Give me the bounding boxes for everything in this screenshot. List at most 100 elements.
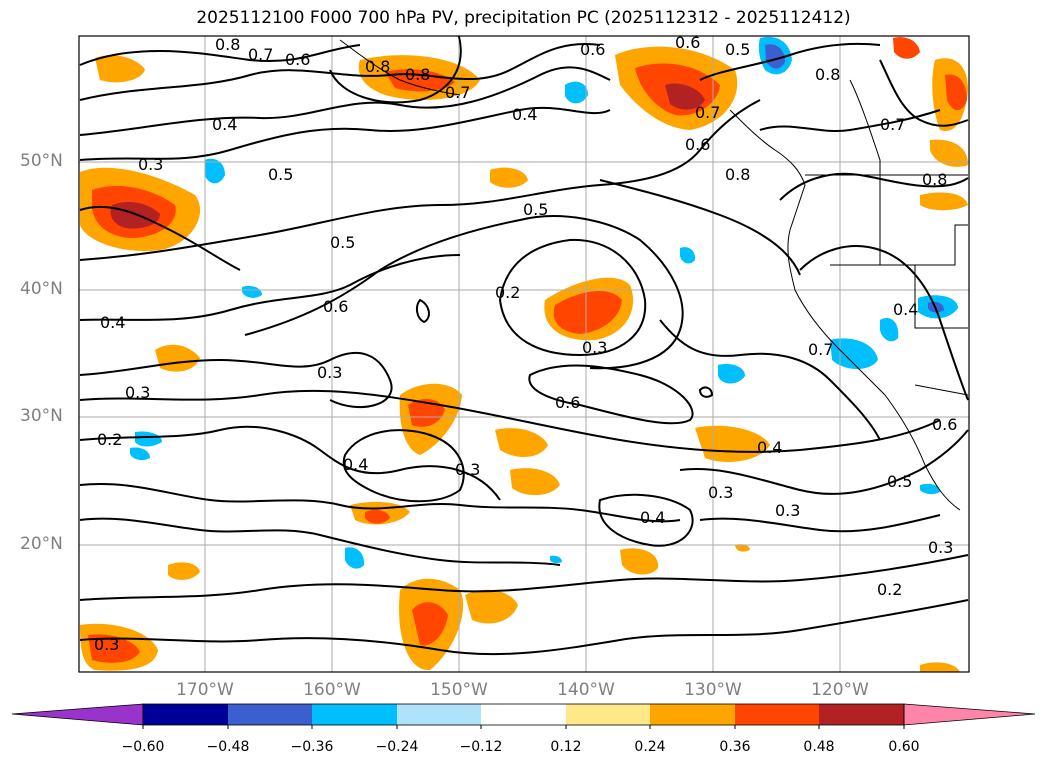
precip-neg-gulf xyxy=(565,81,588,104)
contour-label: 0.5 xyxy=(725,40,750,59)
lat-label-30n: 30°N xyxy=(20,406,63,426)
coast-north-america-west xyxy=(787,229,961,511)
contour-label: 0.8 xyxy=(215,35,240,54)
precip-blob-28n xyxy=(495,428,548,457)
precip-neg-29n-west xyxy=(135,431,162,447)
coast-aleutians xyxy=(339,39,461,96)
precip-blob-30n-core xyxy=(408,398,445,427)
precip-blob-17n-e xyxy=(735,544,750,552)
colorbar-bin xyxy=(650,704,735,725)
contour-label: 0.3 xyxy=(317,363,342,382)
contour-label: 0.5 xyxy=(887,472,912,491)
precip-neg-48n xyxy=(205,158,225,184)
contour-line xyxy=(79,66,611,136)
precip-neg-28n-west xyxy=(130,447,150,461)
colorbar-tick-label: −0.12 xyxy=(459,739,503,755)
precip-blob-topleft xyxy=(95,55,145,83)
precip-neg-ne-core xyxy=(765,44,785,69)
contour-line xyxy=(599,179,801,276)
contour-label: 0.2 xyxy=(495,283,520,302)
contour-label: 0.3 xyxy=(94,635,119,654)
contour-label: 0.4 xyxy=(893,300,918,319)
precip-blob-south-center-core xyxy=(412,602,448,646)
lon-label-170w: 170°W xyxy=(176,680,234,700)
colorbar-tick-label: −0.24 xyxy=(375,739,419,755)
lon-label-160w: 160°W xyxy=(303,680,361,700)
border-states-2 xyxy=(880,224,968,266)
lon-label-120w: 120°W xyxy=(811,680,869,700)
colorbar xyxy=(11,703,1036,729)
precip-neg-se-coast xyxy=(920,483,940,495)
contour-line xyxy=(799,245,969,401)
contour-line xyxy=(759,109,941,132)
contour-label: 0.7 xyxy=(808,340,833,359)
contour-label: 0.6 xyxy=(285,50,310,69)
lon-label-150w: 150°W xyxy=(430,680,488,700)
colorbar-tick-label: −0.60 xyxy=(121,739,165,755)
contour-line xyxy=(879,59,969,127)
precip-neg-ca-3 xyxy=(830,338,878,369)
contour-line xyxy=(698,386,714,398)
colorbar-bin xyxy=(397,704,481,725)
contour-line xyxy=(79,554,969,601)
lat-label-50n: 50°N xyxy=(20,151,63,171)
contour-label: 0.4 xyxy=(343,455,368,474)
precip-blob-east-edge-core xyxy=(945,74,967,111)
precip-blob-26n xyxy=(510,468,560,496)
contour-line xyxy=(79,425,501,501)
precip-blob-bc xyxy=(930,139,968,167)
precip-blob-nw-washington xyxy=(920,192,968,211)
contour-label: 0.8 xyxy=(405,65,430,84)
contour-label: 0.6 xyxy=(932,415,957,434)
precip-neg-42n xyxy=(680,247,696,264)
colorbar-bin xyxy=(566,704,650,725)
colorbar-bin xyxy=(481,704,566,725)
contour-line xyxy=(79,483,681,523)
contour-line xyxy=(79,106,611,161)
colorbar-tick-label: 0.60 xyxy=(888,739,920,755)
precip-neg-18n xyxy=(550,555,562,564)
precip-blob-17n-west xyxy=(168,562,200,580)
precip-blob-center-38n-core xyxy=(553,290,622,334)
precip-blob-southwest-core xyxy=(88,634,140,663)
colorbar-tick-label: 0.24 xyxy=(634,739,666,755)
border-bc-alberta xyxy=(849,79,881,175)
contour-label: 0.7 xyxy=(880,115,905,134)
lat-label-40n: 40°N xyxy=(20,279,63,299)
colorbar-tick-label: 0.12 xyxy=(550,739,582,755)
contour-label: 0.2 xyxy=(97,430,122,449)
contour-line xyxy=(528,364,694,425)
contour-line xyxy=(79,389,941,453)
contour-line xyxy=(79,99,761,261)
contour-line xyxy=(244,215,684,370)
lon-label-140w: 140°W xyxy=(557,680,615,700)
precip-blob-17n xyxy=(620,548,659,575)
contour-line xyxy=(79,254,461,321)
contour-label: 0.3 xyxy=(582,338,607,357)
contour-line xyxy=(79,205,241,271)
graticule xyxy=(79,36,969,672)
colorbar-frame xyxy=(142,703,905,726)
contour-line xyxy=(498,238,647,357)
colorbar-bin xyxy=(735,704,819,725)
precip-blob-29n-east xyxy=(695,425,770,462)
contour-line xyxy=(598,493,694,547)
contour-labels: 0.8 0.7 0.6 0.8 0.8 0.6 0.5 0.8 0.6 0.4 … xyxy=(94,35,957,654)
contour-line xyxy=(329,36,462,104)
contour-label: 0.7 xyxy=(445,83,470,102)
colorbar-bin xyxy=(312,704,397,725)
precip-blob-center-48n xyxy=(490,167,528,188)
contour-line xyxy=(79,44,361,66)
contour-line xyxy=(699,514,941,533)
colorbar-bin xyxy=(143,704,228,725)
contour-line xyxy=(659,319,881,441)
contour-label: 0.5 xyxy=(523,200,548,219)
precip-positive-fills xyxy=(80,37,968,672)
pv-contours xyxy=(79,36,969,656)
colorbar-tick-label: −0.48 xyxy=(206,739,250,755)
contour-label: 0.5 xyxy=(330,233,355,252)
colorbar-bin xyxy=(228,704,312,725)
precip-blob-gulf-ak-peak xyxy=(665,83,705,110)
contour-label: 0.2 xyxy=(877,580,902,599)
contour-line xyxy=(415,298,430,324)
